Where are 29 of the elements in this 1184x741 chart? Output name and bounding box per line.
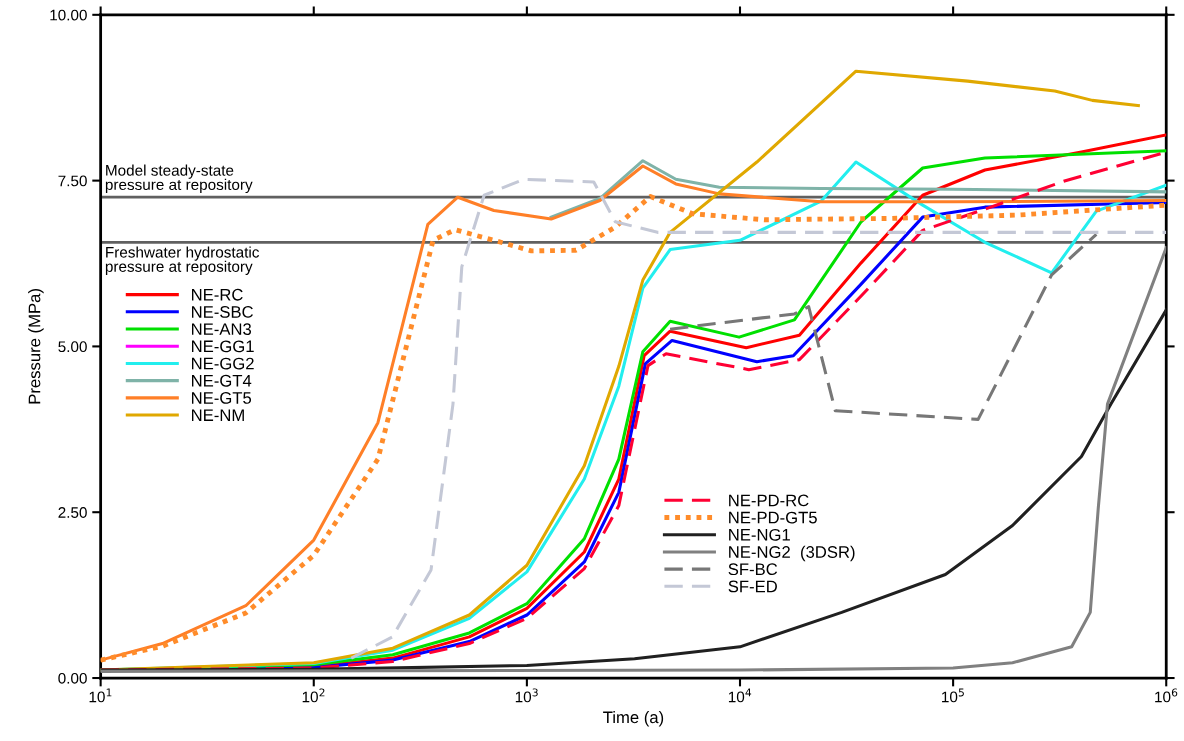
y-tick-label: 5.00: [58, 341, 87, 353]
legend-label: NE-PD-GT5: [729, 511, 817, 524]
legend-label: NE-GG2: [192, 357, 254, 370]
y-axis-title: Pressure (MPa): [28, 289, 44, 404]
x-tick-label: 10$^{4}$: [728, 688, 752, 703]
legend-label: SF-ED: [728, 580, 777, 593]
y-tick-label: 7.50: [58, 175, 87, 187]
legend-label: NE-NM: [192, 409, 244, 421]
legend-label: NE-GT5: [192, 392, 252, 404]
legend-label: NE-AN3: [192, 323, 252, 336]
ref-line-label: Freshwater hydrostatic pressure at repository: [105, 246, 260, 275]
y-tick-label: 10.00: [50, 9, 87, 21]
legend-label: SF-BC: [728, 563, 778, 576]
legend-label: NE-RC: [192, 288, 243, 301]
x-axis-title: Time (a): [603, 711, 664, 727]
y-tick-label: 2.50: [58, 507, 87, 518]
x-tick-label: 10$^{3}$: [515, 688, 538, 703]
x-tick-label: 10$^{5}$: [942, 688, 964, 703]
legend-label: NE-NG2 (3DSR): [729, 545, 855, 562]
x-tick-label: 10$^{2}$: [302, 688, 325, 703]
legend-label: NE-SBC: [192, 306, 253, 318]
legend-label: NE-NG1: [729, 528, 790, 541]
ref-line-label: Model steady-state pressure at repository: [105, 164, 253, 194]
legend-label: NE-GT4: [192, 374, 252, 387]
x-tick-label: 10$^{1}$: [89, 688, 112, 703]
legend-label: NE-GG1: [192, 340, 254, 353]
y-tick-label: 0.00: [58, 672, 87, 684]
legend-label: NE-PD-RC: [729, 494, 809, 507]
x-tick-label: 10$^{6}$: [1155, 688, 1178, 703]
